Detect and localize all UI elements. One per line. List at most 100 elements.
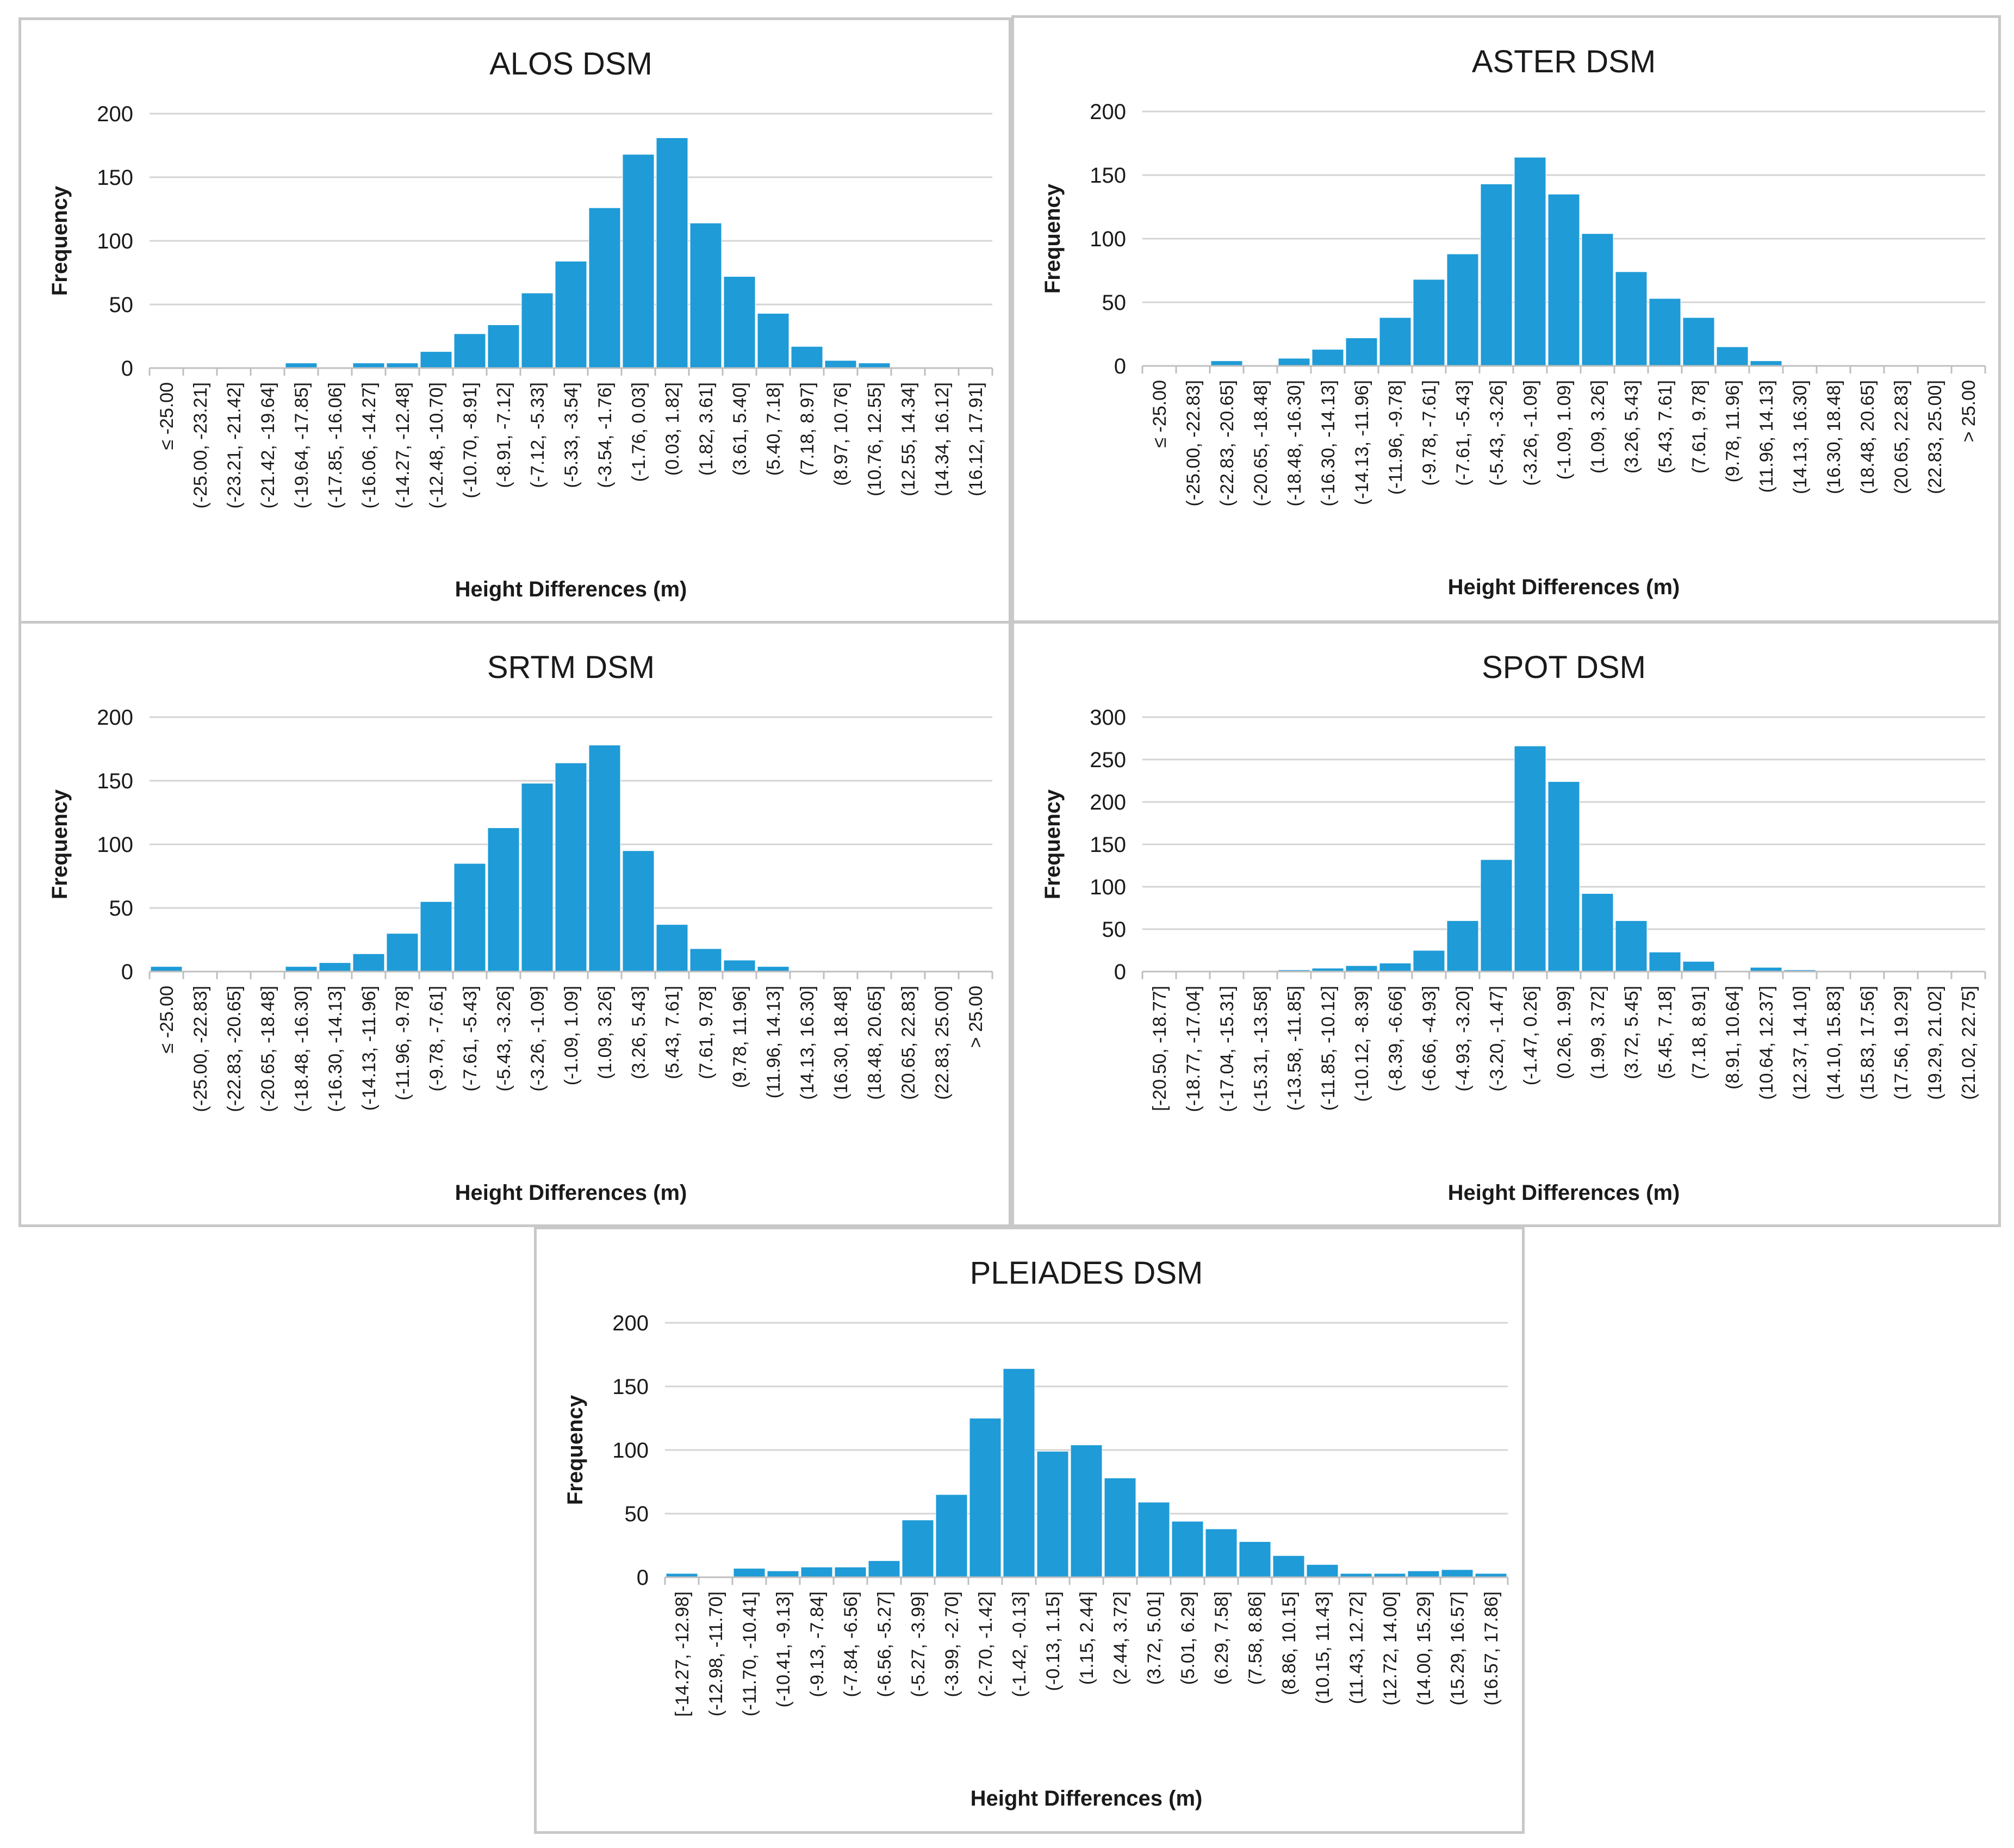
chart-title: SPOT DSM	[1482, 650, 1646, 685]
y-axis-title: Frequency	[1041, 183, 1065, 294]
x-category-label: (20.65, 22.83]	[898, 986, 919, 1100]
x-axis-title: Height Differences (m)	[455, 577, 687, 601]
x-category-label: (7.18, 8.91]	[1689, 986, 1710, 1079]
x-category-label: [-20.50, -18.77]	[1149, 986, 1170, 1111]
bar	[1514, 745, 1546, 972]
bar	[1306, 1564, 1339, 1578]
x-category-label: (-14.27, -12.48]	[393, 382, 413, 508]
y-tick-label: 150	[97, 166, 133, 190]
x-category-label: (-17.04, -15.31]	[1217, 986, 1238, 1112]
chart-title: ALOS DSM	[489, 46, 652, 82]
x-category-label: (17.56, 19.29]	[1891, 986, 1912, 1100]
bar	[733, 1568, 766, 1578]
x-category-label: (-25.00, -23.21]	[190, 382, 211, 508]
bar	[521, 783, 554, 972]
x-category-label: (-17.85, -16.06]	[325, 382, 346, 508]
bar	[1446, 253, 1479, 366]
x-category-label: (3.61, 5.40]	[730, 382, 750, 476]
x-category-label: (1.09, 3.26]	[595, 986, 616, 1079]
x-category-label: (-18.48, -16.30]	[1284, 380, 1305, 506]
x-category-label: ≤ -25.00	[157, 382, 177, 450]
bar	[767, 1570, 799, 1578]
y-tick-label: 50	[109, 897, 134, 920]
x-category-label: (-9.78, -7.61]	[426, 986, 447, 1092]
x-category-label: (-18.77, -17.04]	[1183, 986, 1204, 1112]
bar	[834, 1566, 867, 1578]
x-category-label: (22.83, 25.00]	[932, 986, 953, 1100]
bar	[420, 901, 452, 972]
y-tick-label: 150	[612, 1375, 649, 1399]
bar	[555, 260, 587, 369]
bar	[1649, 951, 1681, 972]
chart-panel-aster: ASTER DSM 0 50 100 150 200 ≤ -25.00 (-25.00, -2…	[1011, 15, 2001, 623]
x-category-label: (7.61, 9.78]	[696, 986, 717, 1079]
chart-panel-srtm: SRTM DSM 0 50 100 150 200 ≤ -25.00 (-25.00, -22…	[18, 621, 1011, 1227]
bar	[1345, 965, 1378, 972]
bar	[800, 1566, 833, 1578]
bar	[1272, 1555, 1305, 1578]
bar	[1379, 962, 1412, 972]
bar	[1413, 279, 1445, 366]
x-category-label: (3.72, 5.45]	[1621, 986, 1642, 1079]
bar	[1036, 1451, 1069, 1578]
y-tick-label: 50	[109, 293, 134, 317]
x-category-label: (18.48, 20.65]	[865, 986, 885, 1100]
x-category-label: (15.83, 17.56]	[1857, 986, 1878, 1100]
x-category-label: ≤ -25.00	[157, 986, 177, 1054]
x-category-label: (16.30, 18.48]	[831, 986, 851, 1100]
x-category-label: (12.72, 14.00]	[1380, 1591, 1401, 1706]
x-category-label: (-4.93, -3.20]	[1453, 986, 1474, 1092]
bar	[588, 207, 621, 369]
y-tick-label: 100	[97, 229, 133, 253]
x-category-label: (7.58, 8.86]	[1245, 1591, 1266, 1685]
bar	[1649, 298, 1681, 366]
x-category-label: (18.48, 20.65]	[1857, 380, 1878, 494]
x-axis-title: Height Differences (m)	[1448, 1181, 1680, 1205]
x-category-label: (0.03, 1.82]	[662, 382, 683, 476]
x-category-label: (-3.20, -1.47]	[1487, 986, 1507, 1092]
chart-title: PLEIADES DSM	[970, 1255, 1203, 1291]
x-category-label: (-7.12, -5.33]	[527, 382, 548, 488]
x-category-label: (-11.96, -9.78]	[1385, 380, 1406, 495]
x-category-label: (-21.42, -19.64]	[258, 382, 278, 508]
bar	[1137, 1502, 1170, 1578]
x-axis-title: Height Differences (m)	[455, 1181, 687, 1205]
x-category-label: (-10.70, -8.91]	[460, 382, 481, 499]
y-tick-label: 150	[1090, 833, 1126, 857]
chart-title: SRTM DSM	[487, 650, 655, 685]
bar	[1441, 1569, 1474, 1578]
x-category-label: (-20.65, -18.48]	[258, 986, 278, 1112]
y-axis-title: Frequency	[1041, 789, 1065, 899]
x-category-label: [-14.27, -12.98]	[672, 1591, 693, 1717]
x-category-label: (-3.26, -1.09]	[1520, 380, 1541, 486]
x-category-label: (22.83, 25.00]	[1925, 380, 1945, 494]
x-category-label: (1.99, 3.72]	[1588, 986, 1608, 1079]
x-category-label: (11.96, 14.13]	[1756, 380, 1777, 493]
bar	[420, 351, 452, 369]
x-category-label: (-25.00, -22.83]	[1183, 380, 1204, 506]
x-category-label: (14.34, 16.12]	[932, 382, 953, 496]
bar	[588, 744, 621, 972]
chart-alos: ALOS DSM 0 50 100 150 200 ≤ -25.00 (-25.00, -23…	[48, 46, 993, 601]
x-category-label: (-18.48, -16.30]	[291, 986, 312, 1112]
x-category-label: (-11.96, -9.78]	[393, 986, 413, 1100]
bar	[935, 1494, 968, 1578]
x-category-label: (-15.31, -13.58]	[1251, 986, 1271, 1112]
x-category-label: (16.30, 18.48]	[1824, 380, 1844, 494]
x-category-label: (14.00, 15.29]	[1414, 1591, 1434, 1706]
x-category-label: (-13.58, -11.85]	[1284, 986, 1305, 1111]
x-category-label: (-11.70, -10.41]	[739, 1591, 760, 1716]
x-axis-title: Height Differences (m)	[1448, 575, 1680, 599]
x-category-label: (5.45, 7.18]	[1655, 986, 1676, 1079]
x-category-label: (-16.30, -14.13]	[1318, 380, 1339, 506]
x-category-label: (15.29, 16.57]	[1447, 1591, 1468, 1706]
chart-pleiades: PLEIADES DSM 0 50 100 150 200 [-14.27, -12.98]…	[563, 1255, 1509, 1810]
bar	[1171, 1521, 1204, 1578]
y-tick-label: 50	[1102, 918, 1127, 942]
bar	[1615, 271, 1648, 366]
x-category-label: (10.15, 11.43]	[1313, 1591, 1333, 1704]
x-category-label: (5.43, 7.61]	[1655, 380, 1676, 474]
bar	[352, 953, 385, 972]
x-category-label: (-5.43, -3.26]	[1487, 380, 1507, 486]
bar	[487, 827, 520, 972]
